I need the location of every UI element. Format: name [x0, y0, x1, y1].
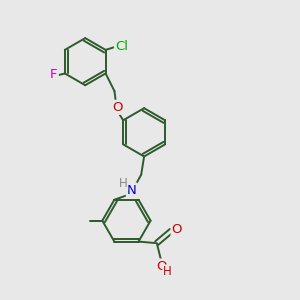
Text: O: O: [172, 223, 182, 236]
Text: N: N: [127, 184, 136, 196]
Text: H: H: [163, 266, 172, 278]
Text: O: O: [112, 101, 123, 114]
Text: F: F: [50, 68, 58, 81]
Text: O: O: [157, 260, 167, 272]
Text: H: H: [118, 177, 127, 190]
Text: Cl: Cl: [115, 40, 128, 53]
